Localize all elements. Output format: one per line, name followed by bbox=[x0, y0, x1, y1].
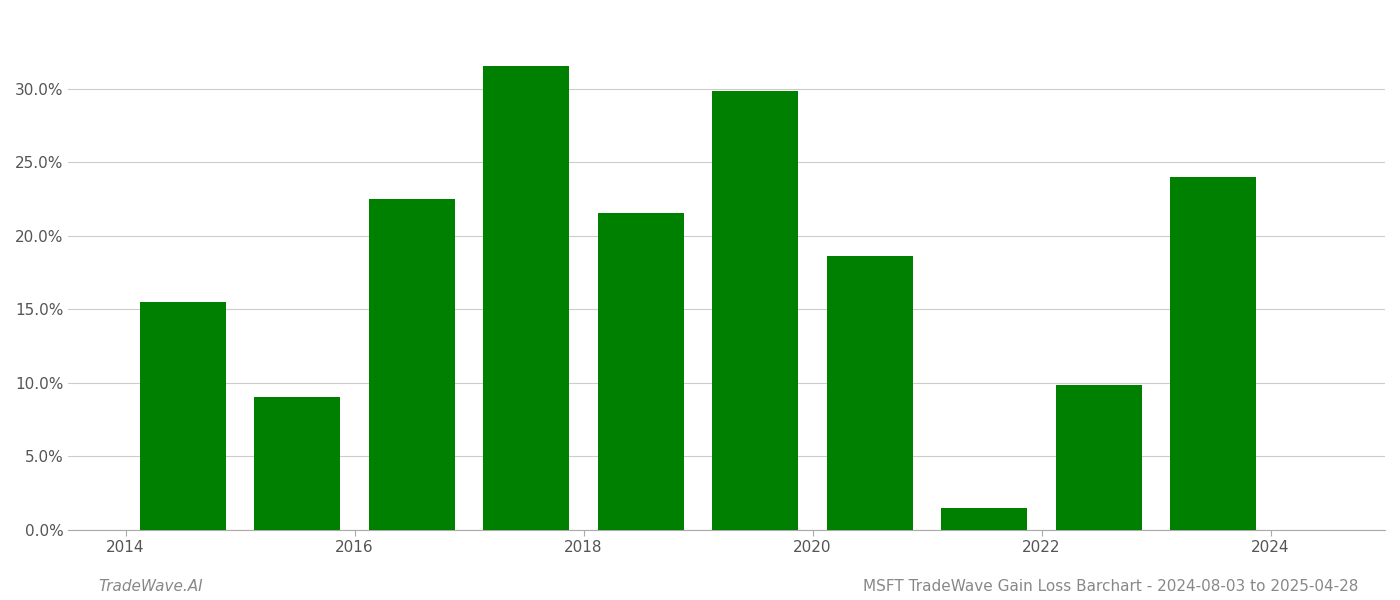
Bar bbox=[827, 256, 913, 530]
Bar bbox=[140, 302, 225, 530]
Text: TradeWave.AI: TradeWave.AI bbox=[98, 579, 203, 594]
Bar bbox=[368, 199, 455, 530]
Bar bbox=[598, 214, 683, 530]
Bar bbox=[941, 508, 1028, 530]
Text: MSFT TradeWave Gain Loss Barchart - 2024-08-03 to 2025-04-28: MSFT TradeWave Gain Loss Barchart - 2024… bbox=[862, 579, 1358, 594]
Bar bbox=[483, 67, 570, 530]
Bar bbox=[1056, 385, 1142, 530]
Bar bbox=[713, 91, 798, 530]
Bar bbox=[255, 397, 340, 530]
Bar bbox=[1170, 177, 1256, 530]
